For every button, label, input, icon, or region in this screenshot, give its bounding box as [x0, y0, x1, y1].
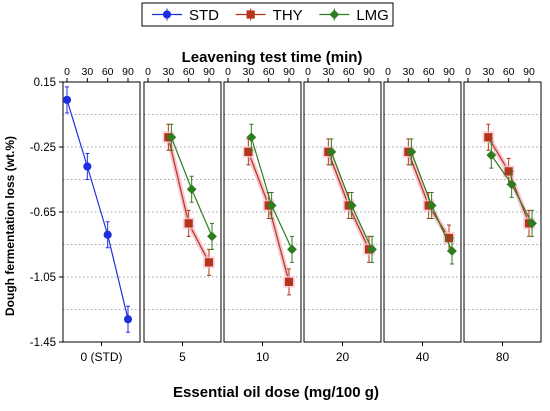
top-tick-label: 30 [242, 66, 254, 78]
data-point [184, 219, 193, 228]
data-point [346, 200, 357, 211]
top-tick-label: 90 [443, 66, 455, 78]
data-point [484, 133, 493, 142]
top-tick-label: 30 [322, 66, 334, 78]
data-point [447, 246, 457, 256]
dose-label: 0 (STD) [81, 350, 123, 364]
top-tick-label: 0 [64, 66, 70, 78]
data-point [326, 146, 337, 157]
legend-marker-thy [246, 10, 255, 19]
y-tick-label: -1.45 [30, 337, 56, 349]
series-lmg [166, 123, 217, 250]
top-tick-label: 90 [203, 66, 215, 78]
data-point [244, 147, 253, 156]
panel-2: 0 30 60 90 5 [143, 66, 222, 364]
series-lmg [246, 123, 297, 263]
data-point [367, 244, 377, 255]
panel-1: 0 30 60 90 0 (STD) [62, 66, 141, 364]
top-tick-label: 60 [263, 66, 275, 78]
data-point [207, 231, 217, 242]
dose-label: 80 [496, 350, 510, 364]
series-line [66, 99, 129, 320]
top-tick-label: 90 [122, 66, 134, 78]
dose-label: 20 [336, 350, 350, 364]
data-point [527, 218, 537, 229]
data-point [103, 230, 112, 239]
series-lmg [486, 141, 537, 237]
data-point [406, 146, 417, 157]
data-point [186, 184, 197, 195]
top-tick-label: 60 [503, 66, 515, 78]
top-tick-label: 0 [305, 66, 311, 78]
top-tick-label: 30 [81, 66, 93, 78]
panels: 0 30 60 90 0 (STD) 0 30 60 90 5 0 30 60 90 10 0 30 60 90 20… [62, 66, 542, 364]
panel-6: 0 30 60 90 80 [463, 66, 542, 364]
top-tick-label: 30 [402, 66, 414, 78]
panel-4: 0 30 60 90 20 [303, 66, 382, 364]
top-tick-label: 0 [465, 66, 471, 78]
dose-label: 40 [416, 350, 430, 364]
panel-3: 0 30 60 90 10 [223, 66, 302, 364]
y-axis-title: Dough fermentation loss (wt.%) [3, 136, 17, 316]
dose-label: 5 [179, 350, 186, 364]
data-point [266, 200, 277, 211]
data-point [83, 162, 92, 171]
data-point [486, 150, 497, 161]
series-std [62, 86, 133, 333]
series-thy [402, 138, 455, 252]
legend-marker-std [162, 10, 172, 19]
top-tick-label: 90 [523, 66, 535, 78]
dose-label: 10 [256, 350, 270, 364]
series-thy [242, 138, 295, 296]
series-lmg [326, 138, 377, 263]
top-tick-label: 0 [145, 66, 151, 78]
series-lmg [406, 138, 457, 265]
data-point [246, 132, 257, 143]
y-tick-label: -1.05 [30, 272, 56, 284]
legend-box [141, 2, 394, 27]
y-axis: 0.15 -0.25 -0.65 -1.05 -1.45 [30, 77, 63, 349]
legend-marker-lmg [329, 9, 340, 20]
top-tick-label: 90 [363, 66, 375, 78]
data-point [287, 244, 297, 255]
series-thy [322, 138, 375, 263]
y-tick-label: -0.25 [30, 142, 56, 154]
top-tick-label: 0 [385, 66, 391, 78]
y-tick-label: -0.65 [30, 207, 56, 219]
top-tick-label: 90 [283, 66, 295, 78]
top-tick-label: 60 [343, 66, 355, 78]
top-tick-label: 60 [183, 66, 195, 78]
top-tick-label: 60 [423, 66, 435, 78]
data-point [506, 179, 517, 190]
y-tick-label: 0.15 [34, 77, 56, 89]
top-tick-label: 30 [162, 66, 174, 78]
data-point [123, 315, 133, 324]
data-point [426, 200, 437, 211]
data-point [62, 95, 72, 104]
top-tick-label: 30 [482, 66, 494, 78]
data-point [284, 277, 294, 286]
series-halo [165, 136, 212, 264]
panel-5: 0 30 60 90 40 [383, 66, 462, 364]
legend-label-thy: THY [273, 7, 303, 24]
legend-label-std: STD [189, 7, 219, 24]
top-axis-title: Leavening test time (min) [182, 49, 363, 66]
data-point [166, 132, 177, 143]
data-point [204, 258, 214, 267]
top-tick-label: 0 [225, 66, 231, 78]
legend-label-lmg: LMG [356, 7, 389, 24]
legend: STD THY LMG [141, 2, 394, 27]
x-axis-title: Essential oil dose (mg/100 g) [173, 384, 379, 401]
top-tick-label: 60 [102, 66, 114, 78]
